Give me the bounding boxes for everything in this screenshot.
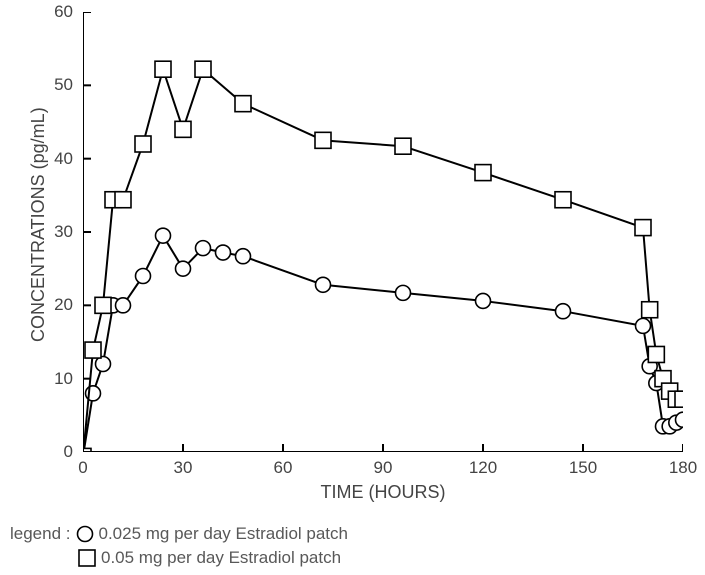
y-tick-label: 20 bbox=[54, 295, 73, 315]
legend-label-1: 0.05 mg per day Estradiol patch bbox=[101, 548, 341, 568]
marker-square bbox=[175, 121, 191, 137]
marker-square bbox=[635, 220, 651, 236]
marker-square bbox=[95, 297, 111, 313]
legend-row-1: 0.05 mg per day Estradiol patch bbox=[73, 546, 348, 570]
x-tick-label: 60 bbox=[274, 458, 293, 478]
series-line-series-005 bbox=[83, 69, 683, 452]
marker-circle bbox=[636, 318, 651, 333]
plot-svg bbox=[83, 12, 683, 452]
legend-block: legend : 0.025 mg per day Estradiol patc… bbox=[10, 522, 348, 570]
marker-square bbox=[315, 132, 331, 148]
legend-label-0: 0.025 mg per day Estradiol patch bbox=[99, 524, 348, 544]
figure-root: legend : 0.025 mg per day Estradiol patc… bbox=[0, 0, 705, 575]
circle-icon bbox=[75, 524, 95, 544]
marker-square bbox=[235, 96, 251, 112]
y-tick-label: 50 bbox=[54, 75, 73, 95]
y-axis-label: CONCENTRATIONS (pg/mL) bbox=[28, 107, 49, 342]
marker-circle bbox=[476, 293, 491, 308]
marker-square bbox=[395, 138, 411, 154]
y-tick-label: 60 bbox=[54, 2, 73, 22]
marker-circle bbox=[236, 249, 251, 264]
square-icon bbox=[77, 548, 97, 568]
legend-row-0: legend : 0.025 mg per day Estradiol patc… bbox=[10, 522, 348, 546]
marker-square bbox=[648, 346, 664, 362]
marker-square bbox=[195, 61, 211, 77]
marker-square bbox=[115, 192, 131, 208]
marker-circle bbox=[556, 304, 571, 319]
x-tick-label: 90 bbox=[374, 458, 393, 478]
marker-circle bbox=[316, 277, 331, 292]
x-tick-label: 180 bbox=[669, 458, 697, 478]
x-tick-label: 0 bbox=[78, 458, 87, 478]
marker-square bbox=[475, 165, 491, 181]
marker-square bbox=[675, 391, 683, 407]
marker-square bbox=[555, 192, 571, 208]
marker-square bbox=[135, 136, 151, 152]
marker-square bbox=[155, 61, 171, 77]
y-tick-label: 40 bbox=[54, 149, 73, 169]
x-tick-label: 30 bbox=[174, 458, 193, 478]
marker-circle bbox=[216, 245, 231, 260]
legend-prefix: legend : bbox=[10, 524, 71, 544]
marker-circle bbox=[116, 298, 131, 313]
y-tick-label: 10 bbox=[54, 369, 73, 389]
marker-circle bbox=[136, 269, 151, 284]
x-axis-label: TIME (HOURS) bbox=[321, 482, 446, 503]
marker-square bbox=[642, 302, 658, 318]
y-tick-label: 0 bbox=[64, 442, 73, 462]
y-tick-label: 30 bbox=[54, 222, 73, 242]
marker-circle bbox=[176, 261, 191, 276]
marker-square bbox=[85, 342, 101, 358]
marker-circle bbox=[196, 241, 211, 256]
x-tick-label: 120 bbox=[469, 458, 497, 478]
marker-circle bbox=[396, 285, 411, 300]
marker-circle bbox=[676, 412, 684, 427]
marker-circle bbox=[156, 228, 171, 243]
chart-area bbox=[83, 12, 683, 452]
series-line-series-0025 bbox=[83, 236, 683, 452]
x-tick-label: 150 bbox=[569, 458, 597, 478]
